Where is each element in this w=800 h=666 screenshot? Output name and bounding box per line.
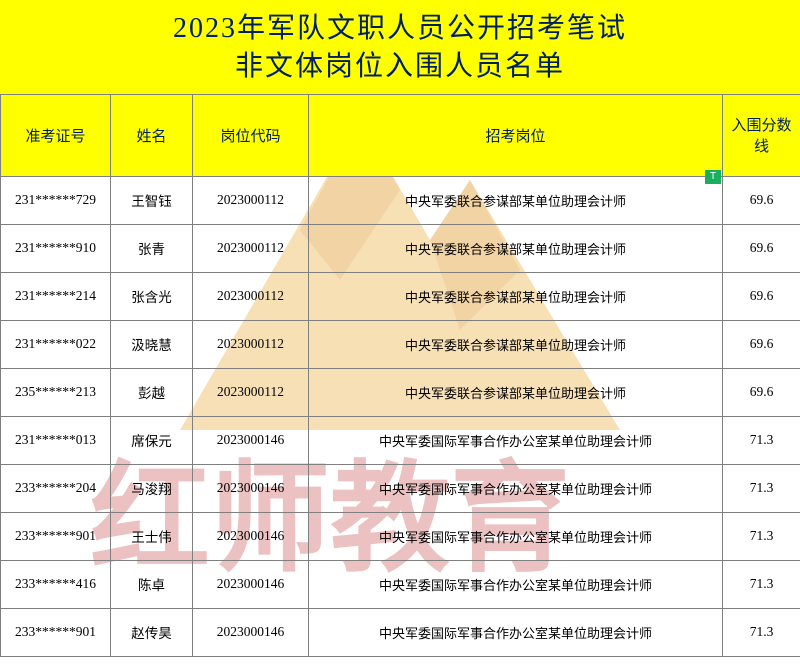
cell-code: 2023000146 — [193, 416, 309, 464]
cell-name: 赵传昊 — [111, 608, 193, 656]
cell-name: 汲晓慧 — [111, 320, 193, 368]
cell-id: 231******013 — [1, 416, 111, 464]
cell-pos: 中央军委联合参谋部某单位助理会计师 — [309, 224, 723, 272]
cell-name: 陈卓 — [111, 560, 193, 608]
table-row: 233******901 王士伟 2023000146 中央军委国际军事合作办公… — [1, 512, 800, 560]
cell-pos: 中央军委国际军事合作办公室某单位助理会计师 — [309, 608, 723, 656]
cell-name: 席保元 — [111, 416, 193, 464]
cell-score: 69.6 — [723, 320, 800, 368]
col-code: 岗位代码 — [193, 94, 309, 176]
title-line-2: 非文体岗位入围人员名单 — [0, 48, 800, 86]
cell-pos: 中央军委联合参谋部某单位助理会计师 — [309, 368, 723, 416]
cell-name: 王士伟 — [111, 512, 193, 560]
cell-code: 2023000112 — [193, 224, 309, 272]
table-row: 235******213 彭越 2023000112 中央军委联合参谋部某单位助… — [1, 368, 800, 416]
cell-code: 2023000112 — [193, 272, 309, 320]
col-name: 姓名 — [111, 94, 193, 176]
table-row: 231******910 张青 2023000112 中央军委联合参谋部某单位助… — [1, 224, 800, 272]
cell-id: 233******901 — [1, 512, 111, 560]
cell-name: 张含光 — [111, 272, 193, 320]
cell-id: 233******204 — [1, 464, 111, 512]
cell-pos: 中央军委国际军事合作办公室某单位助理会计师 — [309, 464, 723, 512]
table-row: 233******416 陈卓 2023000146 中央军委国际军事合作办公室… — [1, 560, 800, 608]
cell-name: 王智钰 — [111, 176, 193, 224]
col-id: 准考证号 — [1, 94, 111, 176]
cell-id: 231******729 — [1, 176, 111, 224]
cell-pos: 中央军委联合参谋部某单位助理会计师 — [309, 272, 723, 320]
cell-pos: 中央军委国际军事合作办公室某单位助理会计师 — [309, 560, 723, 608]
cell-score: 69.6 — [723, 368, 800, 416]
table-row: 231******013 席保元 2023000146 中央军委国际军事合作办公… — [1, 416, 800, 464]
cell-id: 233******416 — [1, 560, 111, 608]
cell-pos: 中央军委联合参谋部某单位助理会计师 — [309, 176, 723, 224]
cell-score: 71.3 — [723, 608, 800, 656]
cell-score: 71.3 — [723, 416, 800, 464]
title-box: 2023年军队文职人员公开招考笔试 非文体岗位入围人员名单 — [0, 0, 800, 94]
cell-code: 2023000146 — [193, 608, 309, 656]
cell-id: 233******901 — [1, 608, 111, 656]
cell-name: 马浚翔 — [111, 464, 193, 512]
table-row: 231******022 汲晓慧 2023000112 中央军委联合参谋部某单位… — [1, 320, 800, 368]
table-row: 231******214 张含光 2023000112 中央军委联合参谋部某单位… — [1, 272, 800, 320]
col-pos: 招考岗位 — [309, 94, 723, 176]
translate-badge-icon[interactable]: T — [705, 170, 721, 184]
cell-score: 69.6 — [723, 176, 800, 224]
table-body: 231******729 王智钰 2023000112 中央军委联合参谋部某单位… — [1, 176, 800, 656]
cell-code: 2023000146 — [193, 464, 309, 512]
cell-score: 69.6 — [723, 224, 800, 272]
cell-id: 235******213 — [1, 368, 111, 416]
cell-code: 2023000112 — [193, 176, 309, 224]
results-table: 准考证号 姓名 岗位代码 招考岗位 入围分数线 231******729 王智钰… — [0, 94, 800, 657]
cell-id: 231******022 — [1, 320, 111, 368]
table-row: 233******204 马浚翔 2023000146 中央军委国际军事合作办公… — [1, 464, 800, 512]
cell-name: 张青 — [111, 224, 193, 272]
cell-pos: 中央军委国际军事合作办公室某单位助理会计师 — [309, 512, 723, 560]
cell-pos: 中央军委联合参谋部某单位助理会计师 — [309, 320, 723, 368]
cell-name: 彭越 — [111, 368, 193, 416]
cell-score: 71.3 — [723, 560, 800, 608]
cell-code: 2023000112 — [193, 320, 309, 368]
cell-id: 231******910 — [1, 224, 111, 272]
cell-score: 69.6 — [723, 272, 800, 320]
cell-score: 71.3 — [723, 464, 800, 512]
cell-code: 2023000146 — [193, 560, 309, 608]
cell-score: 71.3 — [723, 512, 800, 560]
cell-code: 2023000112 — [193, 368, 309, 416]
table-header-row: 准考证号 姓名 岗位代码 招考岗位 入围分数线 — [1, 94, 800, 176]
cell-code: 2023000146 — [193, 512, 309, 560]
title-line-1: 2023年军队文职人员公开招考笔试 — [0, 10, 800, 48]
table-row: 231******729 王智钰 2023000112 中央军委联合参谋部某单位… — [1, 176, 800, 224]
col-score: 入围分数线 — [723, 94, 800, 176]
table-row: 233******901 赵传昊 2023000146 中央军委国际军事合作办公… — [1, 608, 800, 656]
cell-id: 231******214 — [1, 272, 111, 320]
cell-pos: 中央军委国际军事合作办公室某单位助理会计师 — [309, 416, 723, 464]
